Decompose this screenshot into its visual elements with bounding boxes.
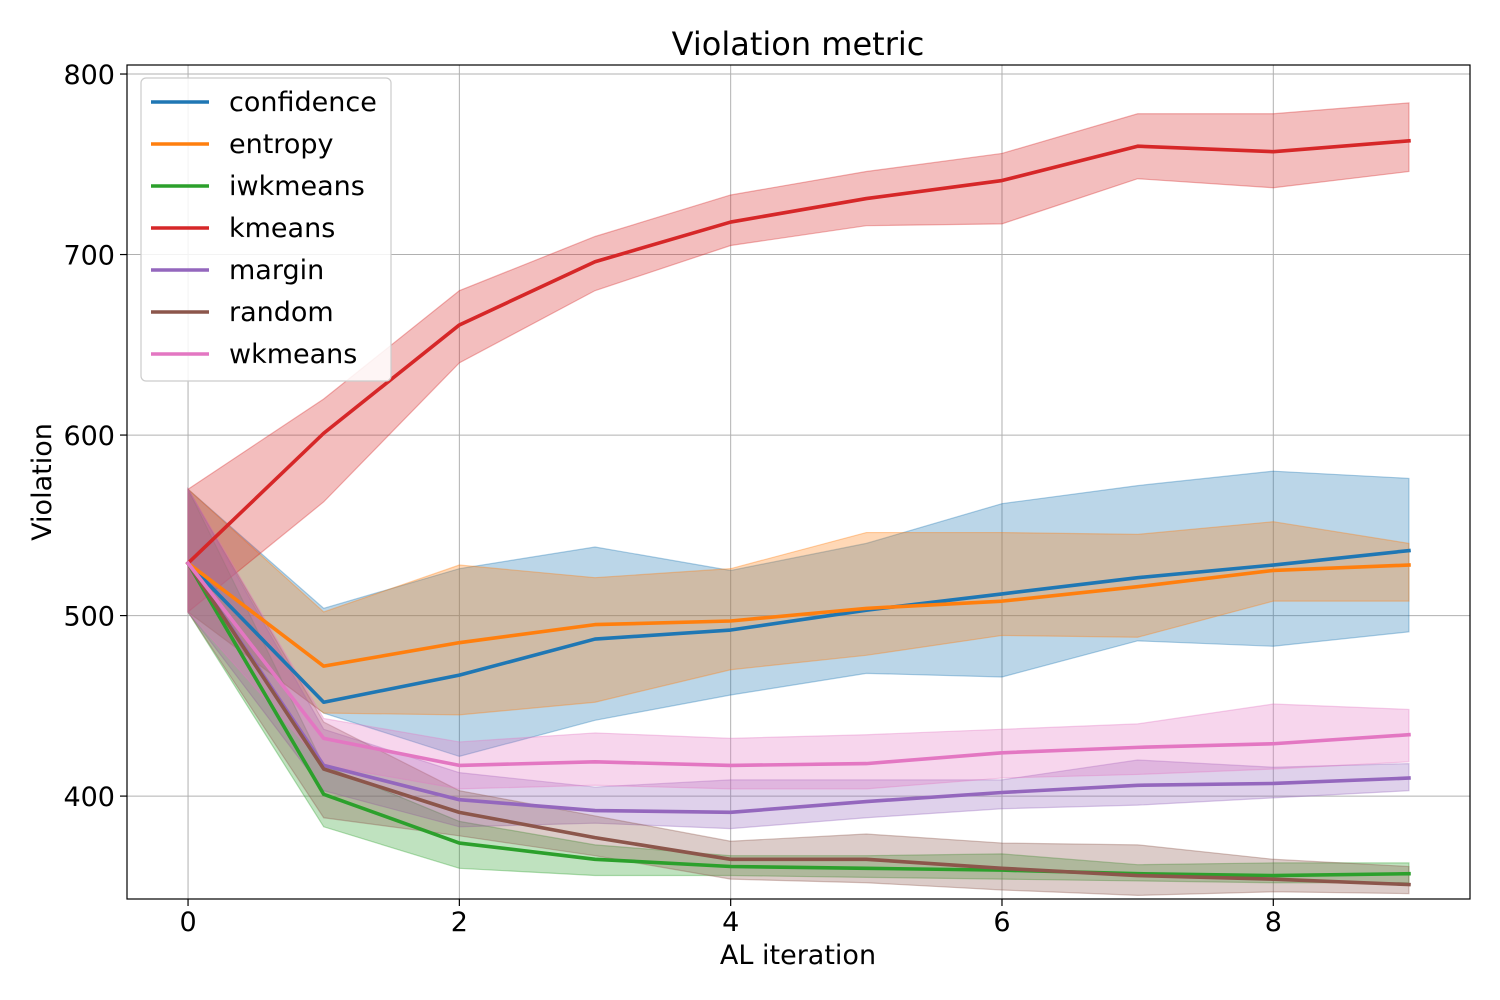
x-tick-label: 6	[993, 907, 1010, 938]
entropy-band	[187, 487, 1410, 716]
iwkmeans-band	[187, 488, 1410, 884]
x-tick-label: 4	[722, 907, 739, 938]
y-tick-label: 800	[63, 60, 115, 91]
chart-title: Violation metric	[672, 25, 925, 63]
y-tick-label: 700	[63, 241, 115, 272]
legend-label-entropy: entropy	[229, 129, 333, 160]
y-tick-label: 500	[63, 602, 115, 633]
margin-band	[187, 486, 1410, 830]
legend: confidence entropy iwkmeans kmeans margin ran…	[140, 77, 392, 382]
legend-label-random: random	[229, 297, 334, 328]
legend-label-kmeans: kmeans	[229, 213, 335, 244]
axis-ticks: 0 2 4 6 8 400 500 600 700 800	[63, 60, 1281, 938]
legend-label-iwkmeans: iwkmeans	[229, 171, 365, 202]
legend-label-margin: margin	[229, 255, 324, 286]
y-tick-label: 400	[63, 782, 115, 813]
margin-line	[185, 560, 1411, 815]
legend-box	[140, 77, 392, 382]
plot-area-frame	[126, 64, 1471, 900]
random-band	[187, 486, 1410, 896]
x-tick-label: 8	[1265, 907, 1282, 938]
iwkmeans-line	[185, 560, 1411, 878]
kmeans-band	[187, 102, 1410, 614]
random-line	[185, 560, 1411, 887]
legend-label-confidence: confidence	[229, 87, 377, 118]
kmeans-line	[185, 138, 1411, 566]
wkmeans-line	[185, 560, 1411, 768]
confidence-line	[185, 548, 1411, 705]
entropy-line	[185, 560, 1411, 668]
x-tick-label: 2	[451, 907, 468, 938]
legend-label-wkmeans: wkmeans	[229, 339, 357, 370]
y-axis-label: Violation	[27, 423, 58, 541]
y-tick-label: 600	[63, 421, 115, 452]
series-lines	[185, 138, 1411, 887]
x-axis-label: AL iteration	[720, 940, 876, 971]
wkmeans-band	[187, 487, 1410, 790]
x-tick-label: 0	[179, 907, 196, 938]
